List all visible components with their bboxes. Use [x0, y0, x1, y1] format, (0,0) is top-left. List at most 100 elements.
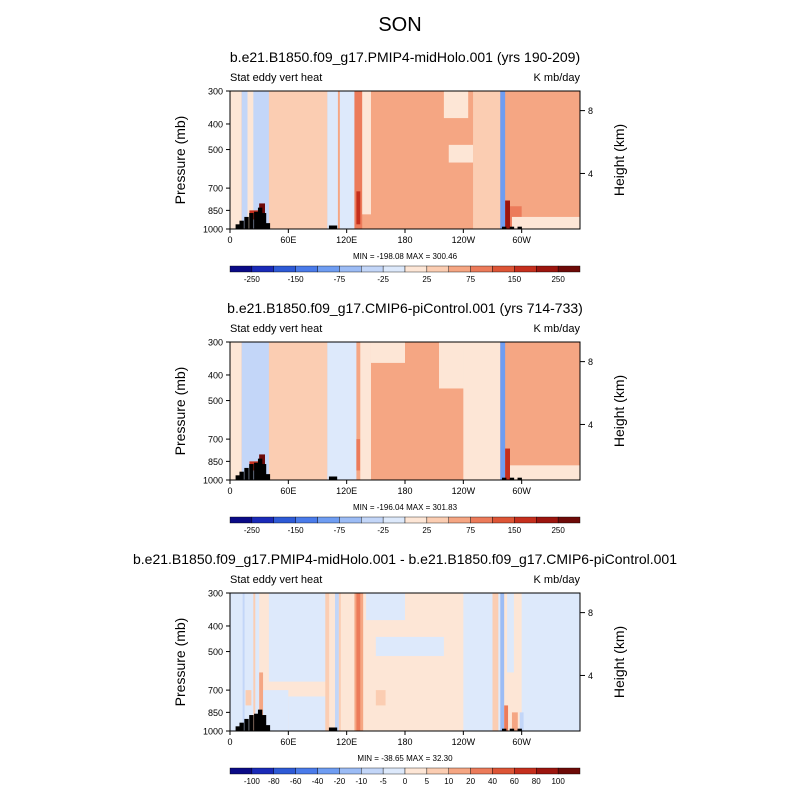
heatmap-cell: [375, 690, 386, 706]
colorbar-box: [470, 265, 493, 273]
topography-column: [501, 477, 507, 480]
x-tick-label: 120W: [452, 486, 476, 496]
colorbar-box: [557, 265, 581, 273]
panel-left-label: Stat eddy vert heat: [230, 72, 322, 84]
right-tick-label: 8: [588, 106, 593, 116]
topography-column: [332, 225, 338, 229]
x-tick-label: 180: [397, 235, 412, 245]
right-tick-label: 8: [588, 608, 593, 618]
colorbar-box: [317, 516, 340, 524]
colorbar-box: [426, 767, 449, 775]
y-axis-title: Pressure (mb): [172, 367, 188, 456]
y-tick-label: 850: [208, 206, 223, 216]
colorbar-label: -60: [290, 777, 302, 786]
colorbar-box: [382, 265, 406, 273]
colorbar-box: [339, 767, 362, 775]
heatmap-cell: [473, 91, 501, 229]
heatmap-cell: [500, 593, 505, 731]
colorbar-label: 20: [466, 777, 475, 786]
topography-column: [332, 727, 338, 731]
topography-column: [261, 464, 267, 480]
y-axis-title: Pressure (mb): [172, 618, 188, 707]
panel-title: b.e21.B1850.f09_g17.PMIP4-midHolo.001 (y…: [230, 49, 580, 65]
colorbar-label: 0: [403, 777, 408, 786]
y-tick-label: 400: [208, 370, 223, 380]
colorbar-box: [382, 516, 406, 524]
topography-column: [239, 220, 244, 229]
x-tick-label: 120W: [452, 235, 476, 245]
heatmap-cell: [247, 91, 254, 229]
y-tick-label: 1000: [203, 727, 223, 737]
colorbar-box: [317, 767, 340, 775]
colorbar-label: 150: [508, 526, 522, 535]
colorbar-box: [514, 767, 537, 775]
topography-column: [254, 211, 259, 229]
y-tick-label: 700: [208, 435, 223, 445]
colorbar-box: [361, 265, 384, 273]
colorbar-box: [448, 516, 471, 524]
colorbar-box: [404, 265, 428, 273]
y-tick-label: 850: [208, 457, 223, 467]
colorbar-label: -25: [377, 275, 389, 284]
heatmap-cell: [245, 690, 252, 706]
colorbar-label: -250: [244, 526, 261, 535]
topography-column: [328, 727, 334, 731]
x-tick-label: 120E: [336, 486, 357, 496]
topography-column: [239, 471, 244, 480]
y-tick-label: 700: [208, 686, 223, 696]
heatmap-cell: [500, 91, 506, 229]
topography-column: [509, 226, 515, 229]
colorbar-label: 250: [551, 275, 565, 284]
heatmap-cell: [439, 342, 469, 389]
colorbar-box: [273, 265, 296, 273]
topography-column: [332, 476, 338, 480]
colorbar-box: [557, 516, 581, 524]
x-tick-label: 60W: [512, 235, 531, 245]
y-axis-right-title: Height (km): [611, 375, 627, 447]
y-tick-label: 500: [208, 396, 223, 406]
right-tick-label: 4: [588, 169, 593, 179]
x-tick-label: 180: [397, 486, 412, 496]
x-tick-label: 120E: [336, 737, 357, 747]
y-tick-label: 850: [208, 708, 223, 718]
colorbar-label: 5: [425, 777, 430, 786]
heatmap-cell: [375, 636, 444, 657]
x-tick-label: 0: [227, 737, 232, 747]
colorbar-box: [295, 516, 318, 524]
topography-column: [244, 718, 249, 731]
colorbar-box: [448, 767, 471, 775]
topography-column: [254, 713, 259, 731]
heatmap-cell: [356, 439, 361, 471]
colorbar-box: [229, 265, 253, 273]
topography-column: [254, 462, 259, 480]
y-tick-label: 400: [208, 119, 223, 129]
x-tick-label: 60E: [280, 486, 296, 496]
topography-column: [501, 226, 507, 229]
x-tick-label: 60E: [280, 737, 296, 747]
colorbar-box: [361, 516, 384, 524]
topography-column: [249, 213, 254, 229]
heatmap-cell: [288, 696, 328, 731]
y-tick-label: 500: [208, 647, 223, 657]
panel-left-label: Stat eddy vert heat: [230, 574, 322, 586]
y-axis-right-title: Height (km): [611, 626, 627, 698]
topography-column: [257, 709, 263, 731]
topography-column: [328, 225, 334, 229]
x-tick-label: 60E: [280, 235, 296, 245]
colorbar-box: [536, 767, 559, 775]
heatmap-cell: [268, 342, 328, 480]
heatmap-cell: [507, 593, 514, 673]
y-tick-label: 700: [208, 184, 223, 194]
colorbar-label: 10: [444, 777, 453, 786]
colorbar-box: [339, 265, 362, 273]
right-tick-label: 4: [588, 420, 593, 430]
colorbar-label: 25: [422, 526, 431, 535]
colorbar-label: 100: [551, 777, 565, 786]
x-tick-label: 0: [227, 235, 232, 245]
colorbar-label: -150: [288, 526, 305, 535]
x-tick-label: 0: [227, 486, 232, 496]
heatmap-cell: [362, 91, 371, 215]
colorbar-label: -75: [334, 275, 346, 284]
colorbar-label: -25: [377, 526, 389, 535]
